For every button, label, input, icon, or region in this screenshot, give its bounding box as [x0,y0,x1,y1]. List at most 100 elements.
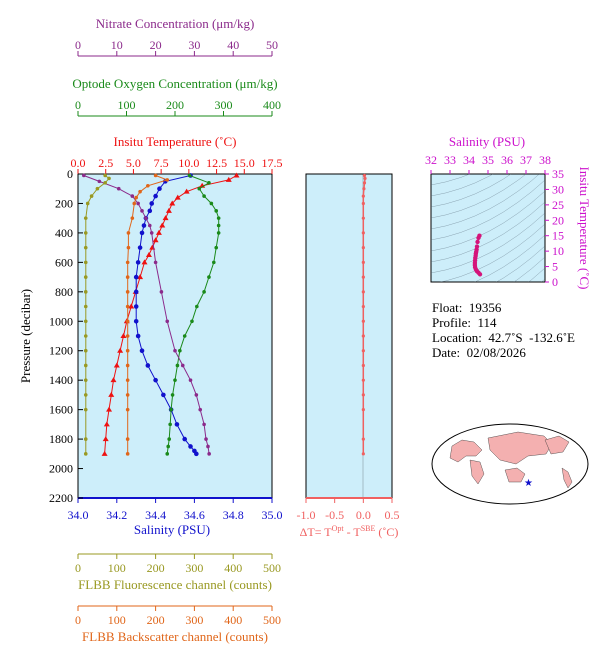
backscatter-point [125,290,130,294]
nitrate-point [206,444,210,449]
delta-t-point [362,173,367,178]
fluorescence-point [83,378,88,382]
temperature-point [165,207,172,213]
delta-t-axis-label: ΔT= TOpt - TSBE (˚C) [300,524,399,539]
oxygen-point [169,407,173,412]
nitrate-point [116,186,121,191]
ts-temperature-tick-label: 10 [552,244,564,258]
oxygen-point [173,378,177,382]
oxygen-axis-label: Optode Oxygen Concentration (μm/kg) [72,76,277,91]
temperature-point [183,188,190,194]
oxygen-point [202,194,206,198]
salinity-point [133,289,139,295]
oxygen-point [207,181,211,185]
backscatter-point [125,348,130,353]
fluorescence-point [83,290,88,294]
salinity-point [188,444,193,449]
backscatter-point [132,201,137,206]
delta-t-point [361,452,365,456]
backscatter-point [146,183,150,188]
ts-salinity-tick-label: 35 [482,153,494,167]
oxygen-point [167,437,171,441]
oxygen-point [168,422,172,427]
temperature-point [233,172,240,178]
delta-t-point [361,231,365,235]
dt-tick-label: 0.5 [385,508,400,522]
dt-tick-label: -0.5 [325,508,344,522]
salinity-point [139,348,145,354]
fluorescence-point [85,201,90,206]
backscatter-tick-label: 0 [75,613,81,627]
nitrate-point [194,393,199,397]
temperature-point [141,259,148,265]
temperature-point [225,176,232,182]
backscatter-point [125,452,130,456]
fluorescence-tick-label: 100 [108,561,126,575]
delta-t-point [363,176,367,181]
backscatter-point [134,195,138,200]
temperature-tick-label: 0.0 [71,156,86,170]
ts-temperature-tick-label: 35 [552,167,564,181]
salinity-tick-label: 34.8 [223,508,244,522]
nitrate-tick-label: 40 [227,38,239,52]
nitrate-point [149,231,154,235]
pressure-tick-label: 400 [55,226,73,240]
oxygen-point [190,319,194,324]
ts-temperature-label: Insitu Temperature (˚C) [577,166,592,289]
delta-t-point [361,290,365,294]
oxygen-point [202,290,206,294]
ts-point [475,239,480,245]
delta-t-point [361,260,365,264]
oxygen-point [187,173,192,178]
pressure-tick-label: 1200 [49,344,73,358]
pressure-tick-label: 600 [55,255,73,269]
oxygen-point [175,363,180,368]
delta-t-point [361,334,365,338]
fluorescence-point [83,304,88,309]
delta-t-point [362,187,366,191]
delta-t-point [361,246,365,250]
oxygen-axis: Optode Oxygen Concentration (μm/kg) 0 100… [72,76,281,117]
temperature-point [110,377,117,383]
delta-t-point [361,194,365,198]
oxygen-tick-label: 100 [118,98,136,112]
nitrate-point [173,348,177,353]
backscatter-tick-label: 300 [185,613,203,627]
salinity-point [137,245,143,250]
backscatter-point [125,378,130,382]
temperature-point [169,200,176,206]
oxygen-point [216,223,221,228]
ts-temperature-tick-label: 5 [552,260,558,274]
salinity-tick-label: 34.6 [184,508,205,522]
oxygen-point [216,216,221,220]
fluorescence-point [83,260,88,265]
nitrate-point [198,407,203,412]
fluorescence-point [103,173,107,178]
backscatter-point [138,189,142,194]
fluorescence-point [83,437,88,441]
oxygen-point [197,186,202,191]
salinity-point [133,304,139,309]
fluorescence-point [83,245,88,250]
ts-salinity-tick-label: 38 [539,153,551,167]
backscatter-point [165,178,170,182]
temperature-point [102,436,109,442]
oxygen-point [216,231,221,235]
temperature-point [113,362,120,368]
temperature-point [128,303,135,309]
float-id: Float: 19356 [432,300,502,315]
fluorescence-point [83,334,88,338]
salinity-point [174,422,180,427]
fluorescence-tick-label: 500 [263,561,281,575]
world-map: ★ [431,423,589,505]
temperature-tick-label: 15.0 [234,156,255,170]
pressure-tick-label: 800 [55,285,73,299]
oxygen-point [214,209,219,213]
ts-temperature-tick-label: 20 [552,213,564,227]
temperature-point [174,194,181,200]
float-info: Float: 19356 Profile: 114 Location: 42.7… [432,300,575,360]
nitrate-tick-label: 50 [266,38,278,52]
backscatter-axis-label: FLBB Backscatter channel (counts) [82,629,268,644]
delta-t-point [361,216,365,220]
